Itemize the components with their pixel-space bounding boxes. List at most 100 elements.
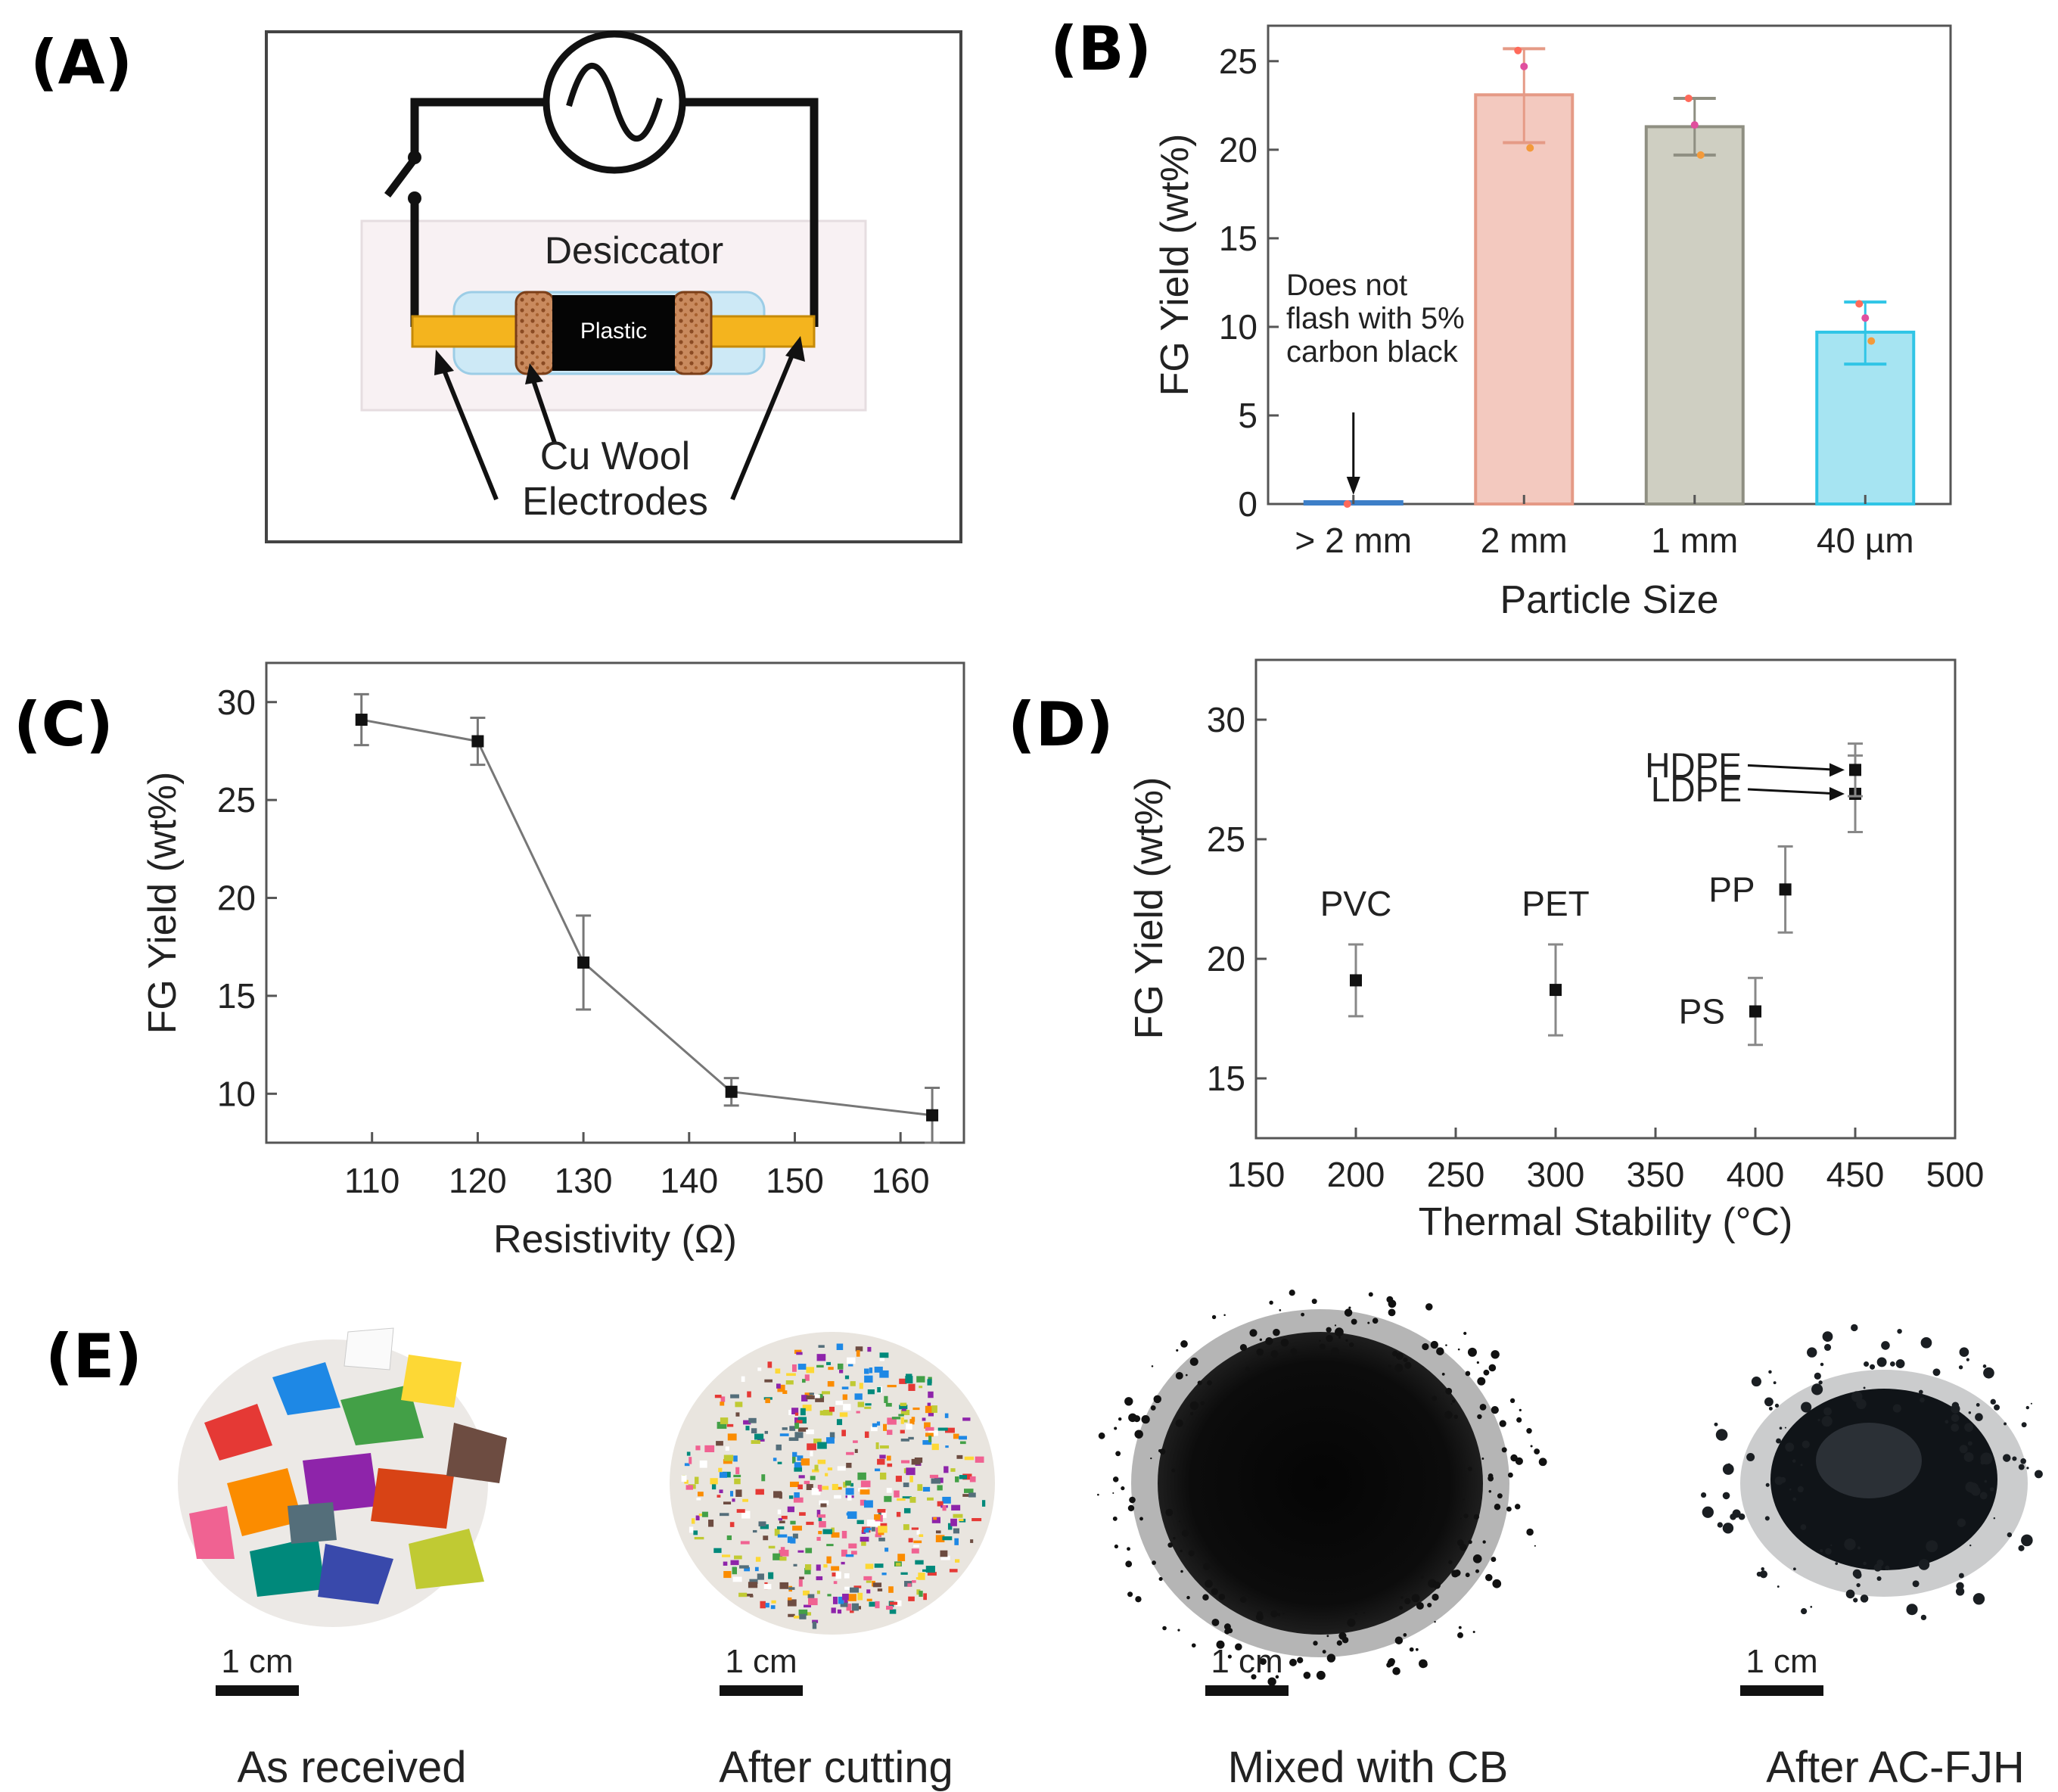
series-c xyxy=(353,692,940,1144)
confetti-flake xyxy=(770,1605,776,1610)
confetti-flake xyxy=(779,1549,789,1557)
confetti-flake xyxy=(889,1601,898,1605)
confetti-flake xyxy=(836,1343,844,1350)
annotation-line: flash with 5% xyxy=(1286,302,1465,335)
confetti-flake xyxy=(745,1426,750,1431)
fjh-grain xyxy=(1864,1361,1870,1367)
cb-speck xyxy=(1477,1414,1482,1420)
confetti-flake xyxy=(874,1563,884,1568)
cb-speck xyxy=(1162,1626,1167,1631)
data-point xyxy=(577,956,590,969)
cb-speck xyxy=(1488,1490,1492,1493)
svg-text:1 cm: 1 cm xyxy=(1211,1643,1282,1680)
cb-speck xyxy=(1326,1635,1329,1638)
confetti-flake xyxy=(922,1486,931,1492)
confetti-flake xyxy=(913,1545,919,1548)
confetti-flake xyxy=(822,1529,832,1535)
cb-speck xyxy=(1165,1508,1174,1517)
confetti-flake xyxy=(875,1601,880,1609)
cb-speck xyxy=(1127,1547,1130,1551)
cb-speck xyxy=(1330,1347,1340,1356)
cb-speck xyxy=(1467,1347,1477,1357)
confetti-flake xyxy=(734,1478,741,1485)
fjh-grain xyxy=(1955,1587,1965,1596)
confetti-flake xyxy=(874,1366,883,1373)
cb-speck xyxy=(1432,1593,1439,1601)
confetti-flake xyxy=(741,1376,745,1383)
cb-speck xyxy=(1227,1654,1232,1659)
fjh-grain xyxy=(1920,1397,1925,1403)
photo-mixed-with-cb xyxy=(1097,1290,1547,1686)
confetti-flake xyxy=(950,1468,956,1472)
confetti-flake xyxy=(806,1521,814,1526)
confetti-flake xyxy=(752,1529,757,1533)
panel-e-label: (E) xyxy=(45,1321,142,1392)
confetti-flake xyxy=(927,1379,932,1386)
confetti-flake xyxy=(919,1534,924,1537)
y-tick-label-b: 25 xyxy=(1219,42,1257,81)
confetti-flake xyxy=(827,1594,832,1597)
cb-speck xyxy=(1499,1420,1506,1427)
confetti-flake xyxy=(942,1505,947,1511)
fjh-grain xyxy=(1994,1404,2000,1411)
confetti-flake xyxy=(964,1489,974,1493)
fjh-grain xyxy=(1700,1492,1707,1498)
cb-speck xyxy=(1269,1300,1273,1305)
confetti-flake xyxy=(856,1411,860,1414)
y-tick-label-d: 30 xyxy=(1207,700,1245,739)
confetti-flake xyxy=(805,1548,813,1554)
point-label: PP xyxy=(1708,870,1755,909)
data-point xyxy=(1867,337,1876,345)
confetti-flake xyxy=(860,1536,869,1542)
confetti-flake xyxy=(799,1576,804,1579)
fjh-grain xyxy=(1958,1365,1963,1370)
confetti-flake xyxy=(906,1467,916,1476)
fjh-grain xyxy=(1807,1347,1817,1358)
cb-speck xyxy=(1434,1620,1436,1623)
fjh-grain xyxy=(1967,1441,1973,1446)
cb-speck xyxy=(1150,1405,1156,1411)
fjh-grain xyxy=(1751,1377,1761,1387)
confetti-flake xyxy=(900,1438,909,1442)
desiccator-label: Desiccator xyxy=(545,229,723,272)
cb-speck xyxy=(1273,1328,1280,1336)
fjh-grain xyxy=(1817,1418,1820,1422)
fjh-grain xyxy=(1984,1479,1988,1483)
cb-speck xyxy=(1134,1430,1143,1439)
confetti-flake xyxy=(788,1613,795,1617)
cb-speck xyxy=(1118,1417,1122,1421)
confetti-flake xyxy=(704,1445,715,1453)
cb-speck xyxy=(1396,1352,1404,1360)
confetti-flake xyxy=(901,1408,906,1411)
cb-speck xyxy=(1313,1641,1318,1646)
confetti-flake xyxy=(896,1563,901,1566)
confetti-flake xyxy=(931,1517,940,1523)
confetti-flake xyxy=(794,1412,799,1416)
photo-after-cutting xyxy=(670,1332,995,1635)
confetti-flake xyxy=(933,1517,937,1520)
confetti-flake xyxy=(788,1597,792,1601)
plot-frame-b xyxy=(1267,24,1952,506)
confetti-flake xyxy=(925,1566,935,1573)
confetti-flake xyxy=(684,1463,690,1467)
confetti-flake xyxy=(869,1367,873,1374)
confetti-flake xyxy=(916,1529,920,1535)
confetti-flake xyxy=(844,1375,850,1380)
cb-speck xyxy=(1494,1504,1501,1510)
y-axis-label-c: FG Yield (wt%) xyxy=(141,772,185,1034)
cb-speck xyxy=(1344,1308,1353,1317)
confetti-flake xyxy=(785,1380,794,1385)
cb-speck xyxy=(1427,1602,1432,1608)
confetti-flake xyxy=(955,1559,960,1563)
fjh-grain xyxy=(2018,1464,2025,1470)
confetti-flake xyxy=(831,1527,835,1534)
confetti-flake xyxy=(826,1361,832,1365)
fjh-grain xyxy=(1800,1524,1807,1530)
arrowheads xyxy=(434,336,805,384)
cb-speck xyxy=(1277,1613,1281,1616)
confetti-flake xyxy=(831,1607,836,1613)
confetti-flake xyxy=(788,1587,795,1590)
confetti-flake xyxy=(761,1474,766,1482)
fjh-grain xyxy=(1714,1422,1718,1426)
confetti-flake xyxy=(681,1475,687,1482)
